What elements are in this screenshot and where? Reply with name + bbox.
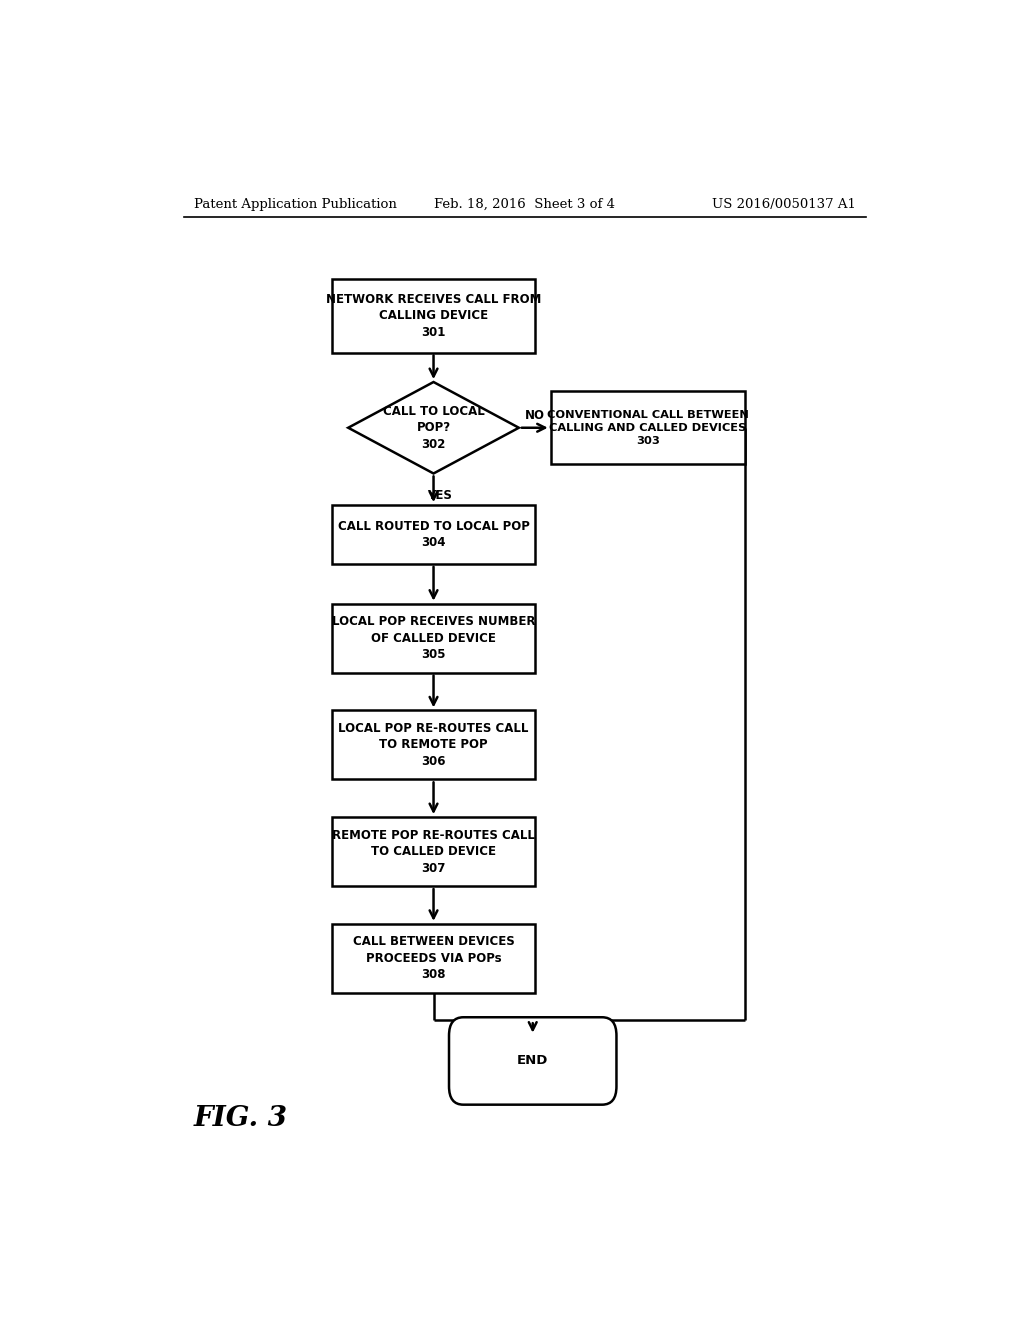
FancyBboxPatch shape [551, 391, 745, 465]
Text: LOCAL POP RECEIVES NUMBER
OF CALLED DEVICE
305: LOCAL POP RECEIVES NUMBER OF CALLED DEVI… [332, 615, 536, 661]
Text: CALL ROUTED TO LOCAL POP
304: CALL ROUTED TO LOCAL POP 304 [338, 520, 529, 549]
FancyBboxPatch shape [333, 924, 535, 993]
Text: Patent Application Publication: Patent Application Publication [194, 198, 396, 211]
Text: END: END [517, 1055, 549, 1068]
Text: CONVENTIONAL CALL BETWEEN
CALLING AND CALLED DEVICES
303: CONVENTIONAL CALL BETWEEN CALLING AND CA… [547, 411, 749, 446]
Text: CALL TO LOCAL
POP?
302: CALL TO LOCAL POP? 302 [383, 405, 484, 450]
Text: NETWORK RECEIVES CALL FROM
CALLING DEVICE
301: NETWORK RECEIVES CALL FROM CALLING DEVIC… [326, 293, 542, 339]
Text: REMOTE POP RE-ROUTES CALL
TO CALLED DEVICE
307: REMOTE POP RE-ROUTES CALL TO CALLED DEVI… [332, 829, 535, 875]
Text: CALL BETWEEN DEVICES
PROCEEDS VIA POPs
308: CALL BETWEEN DEVICES PROCEEDS VIA POPs 3… [352, 936, 514, 981]
Polygon shape [348, 381, 519, 474]
Text: YES: YES [427, 488, 453, 502]
FancyBboxPatch shape [333, 817, 535, 886]
Text: FIG. 3: FIG. 3 [194, 1105, 288, 1133]
FancyBboxPatch shape [333, 710, 535, 779]
FancyBboxPatch shape [449, 1018, 616, 1105]
Text: Feb. 18, 2016  Sheet 3 of 4: Feb. 18, 2016 Sheet 3 of 4 [434, 198, 615, 211]
Text: US 2016/0050137 A1: US 2016/0050137 A1 [712, 198, 856, 211]
Text: LOCAL POP RE-ROUTES CALL
TO REMOTE POP
306: LOCAL POP RE-ROUTES CALL TO REMOTE POP 3… [338, 722, 528, 768]
FancyBboxPatch shape [333, 603, 535, 673]
FancyBboxPatch shape [333, 506, 535, 564]
FancyBboxPatch shape [333, 280, 535, 352]
Text: NO: NO [525, 409, 545, 422]
